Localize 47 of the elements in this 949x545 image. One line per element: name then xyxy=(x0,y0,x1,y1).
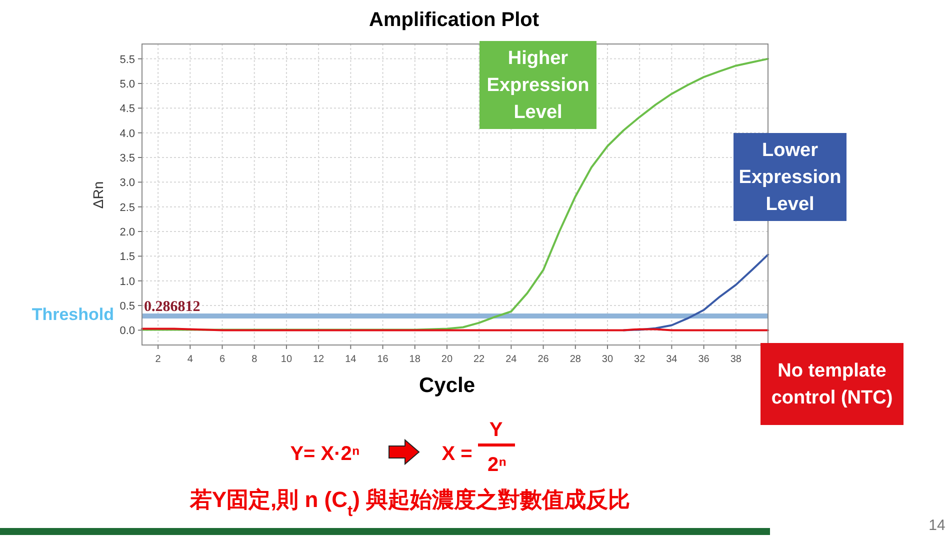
x-tick-label: 28 xyxy=(570,354,582,365)
y-tick-label: 2.0 xyxy=(120,226,135,239)
y-tick-label: 1.5 xyxy=(120,251,135,264)
y-tick-label: 0.0 xyxy=(120,325,135,338)
series-label: Lower Expression Level xyxy=(734,133,846,221)
text: Threshold xyxy=(32,305,114,324)
y-tick-label: 2.5 xyxy=(120,202,135,214)
x-tick-label: 4 xyxy=(187,354,194,365)
x-tick-label: 20 xyxy=(441,354,453,365)
x-tick-label: 12 xyxy=(313,354,325,365)
ref-line-label: 0.286812 xyxy=(144,299,200,316)
x-tick-label: 14 xyxy=(345,354,357,365)
x-axis-title: Cycle xyxy=(418,374,476,397)
x-tick-label: 10 xyxy=(280,354,292,365)
series-label: Higher Expression Level xyxy=(486,48,590,123)
text: 若Y固定,則 n (C$_{t}$) 與起始濃度之對數值成反比 xyxy=(188,487,630,520)
y-tick-label: 5.5 xyxy=(120,54,135,66)
y-tick-label: 4.0 xyxy=(120,128,135,140)
text: 14 xyxy=(928,517,946,534)
text: 2ⁿ xyxy=(487,454,507,476)
x-tick-label: 8 xyxy=(252,354,258,365)
x-tick-label: 38 xyxy=(730,354,742,365)
x-tick-label: 6 xyxy=(219,354,226,365)
y-tick-label: 4.5 xyxy=(120,103,135,116)
x-tick-label: 22 xyxy=(474,354,486,365)
x-tick-label: 18 xyxy=(409,354,421,365)
x-tick-label: 24 xyxy=(506,354,518,365)
x-tick-label: 34 xyxy=(666,354,678,365)
series-label: Higher Expression Level xyxy=(480,41,596,129)
y-tick-label: 1.0 xyxy=(120,276,135,288)
y-tick-label: 3.0 xyxy=(120,177,135,190)
x-tick-label: 2 xyxy=(155,354,162,365)
x-tick-label: 36 xyxy=(698,354,710,365)
y-tick-label: 3.5 xyxy=(120,152,135,164)
chart-title: Amplification Plot xyxy=(369,9,540,31)
x-tick-label: 26 xyxy=(538,354,550,365)
text: Y xyxy=(489,419,504,441)
y-axis-title: ΔRn xyxy=(90,181,106,209)
text: X = xyxy=(442,443,472,465)
text: Y= X·2ⁿ xyxy=(290,443,360,465)
x-tick-label: 16 xyxy=(377,354,389,365)
x-tick-label: 32 xyxy=(634,354,646,365)
y-tick-label: 0.5 xyxy=(120,300,135,313)
x-tick-label: 30 xyxy=(602,354,614,365)
series-label: No template control (NTC) xyxy=(771,360,893,408)
series-label: No template control (NTC) xyxy=(760,343,904,425)
y-tick-label: 5.0 xyxy=(120,78,135,90)
